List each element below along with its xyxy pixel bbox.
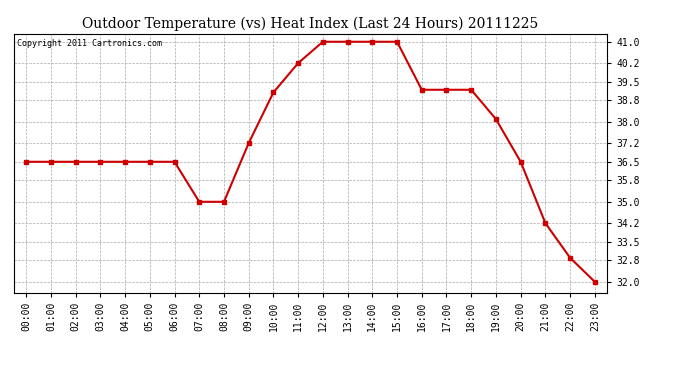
Title: Outdoor Temperature (vs) Heat Index (Last 24 Hours) 20111225: Outdoor Temperature (vs) Heat Index (Las… xyxy=(82,17,539,31)
Text: Copyright 2011 Cartronics.com: Copyright 2011 Cartronics.com xyxy=(17,39,161,48)
